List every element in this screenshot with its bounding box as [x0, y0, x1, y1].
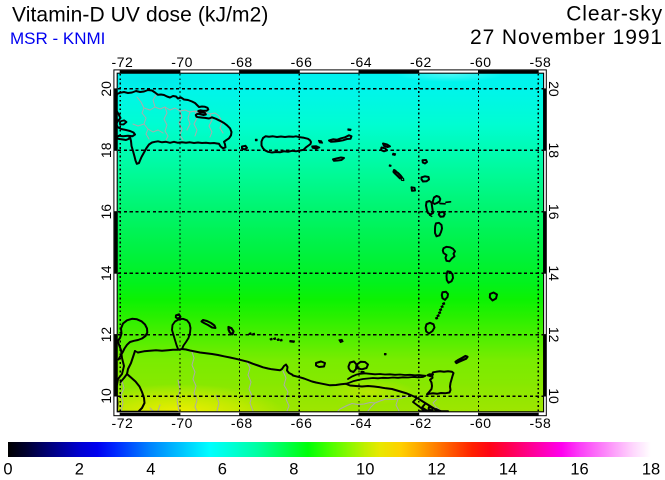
svg-text:16: 16 — [570, 461, 588, 479]
svg-text:MSR - KNMI: MSR - KNMI — [10, 29, 105, 48]
svg-text:-72: -72 — [112, 54, 134, 70]
svg-text:-64: -64 — [350, 54, 372, 70]
svg-text:20: 20 — [546, 81, 562, 97]
svg-text:-66: -66 — [291, 54, 313, 70]
svg-text:18: 18 — [642, 461, 660, 479]
svg-text:12: 12 — [427, 461, 445, 479]
svg-text:10: 10 — [356, 461, 374, 479]
svg-text:Clear-sky: Clear-sky — [566, 3, 663, 26]
svg-text:16: 16 — [98, 204, 114, 220]
svg-text:-64: -64 — [350, 415, 372, 431]
svg-text:-62: -62 — [410, 415, 432, 431]
svg-text:0: 0 — [3, 461, 12, 479]
svg-text:-58: -58 — [530, 54, 552, 70]
svg-text:16: 16 — [546, 204, 562, 220]
svg-text:-70: -70 — [171, 54, 193, 70]
svg-text:-60: -60 — [470, 54, 492, 70]
svg-text:10: 10 — [98, 388, 114, 404]
svg-text:18: 18 — [98, 142, 114, 158]
svg-text:-70: -70 — [171, 415, 193, 431]
svg-text:14: 14 — [98, 265, 114, 281]
svg-text:27 November 1991: 27 November 1991 — [470, 26, 663, 49]
svg-text:-60: -60 — [470, 415, 492, 431]
svg-text:12: 12 — [98, 327, 114, 343]
svg-text:10: 10 — [546, 388, 562, 404]
svg-text:18: 18 — [546, 143, 562, 159]
svg-text:2: 2 — [75, 461, 84, 479]
svg-text:20: 20 — [98, 81, 114, 97]
svg-text:-68: -68 — [231, 54, 253, 70]
svg-text:14: 14 — [546, 265, 562, 281]
svg-text:14: 14 — [499, 461, 517, 479]
svg-text:-72: -72 — [112, 415, 134, 431]
svg-text:-62: -62 — [410, 54, 432, 70]
svg-text:Vitamin-D UV dose (kJ/m2): Vitamin-D UV dose (kJ/m2) — [12, 4, 269, 27]
svg-text:-66: -66 — [291, 415, 313, 431]
svg-text:12: 12 — [546, 327, 562, 343]
svg-text:4: 4 — [146, 461, 155, 479]
svg-text:-68: -68 — [231, 415, 253, 431]
svg-text:6: 6 — [218, 461, 227, 479]
svg-text:-58: -58 — [530, 415, 552, 431]
svg-text:8: 8 — [289, 461, 298, 479]
